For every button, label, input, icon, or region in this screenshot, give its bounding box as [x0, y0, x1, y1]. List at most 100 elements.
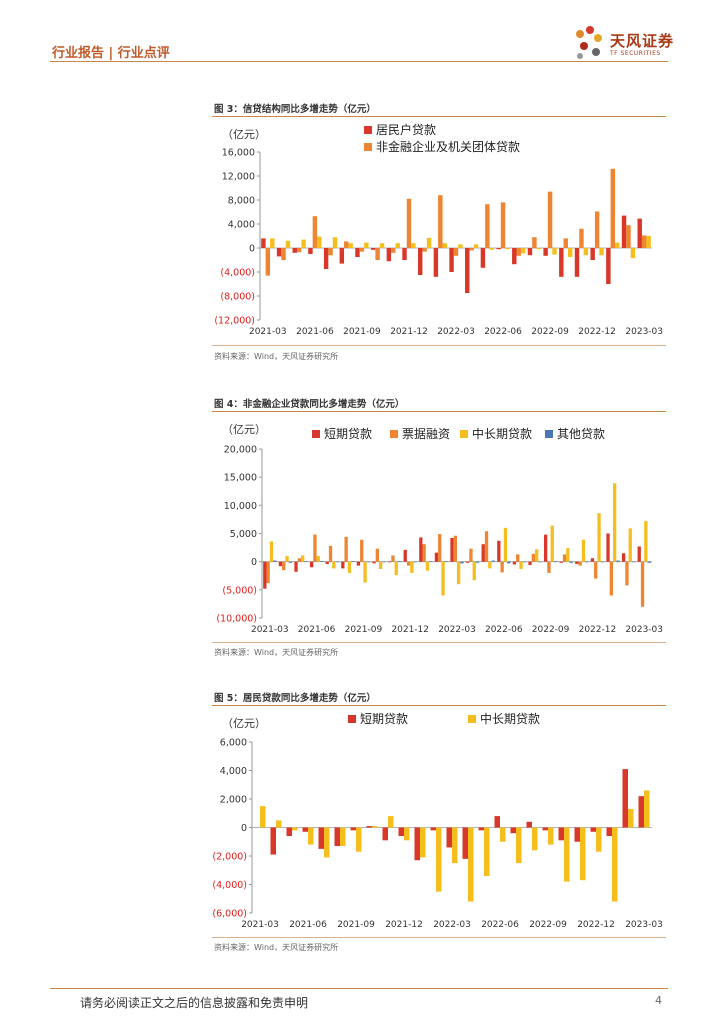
fig4-bar-0-2021-06	[309, 561, 314, 568]
fig4-bar-0-2022-06	[497, 540, 501, 562]
fig5-title: 图 5：居民贷款同比多增走势（亿元）	[214, 693, 376, 704]
fig3-bar-1-2021-07	[328, 248, 333, 256]
fig5-legend-swatch	[468, 715, 476, 723]
fig4-bar-1-2023-02	[625, 561, 629, 586]
fig4-bar-2-2022-01	[425, 561, 430, 571]
fig4-bar-3-2022-02	[444, 561, 449, 562]
fig3-bar-2-2022-08	[536, 248, 542, 250]
fig4-bar-3-2022-04	[475, 561, 480, 563]
fig3-x-tick-label: 2023-03	[625, 327, 663, 337]
fig3-bar-2-2021-04	[285, 240, 291, 248]
fig3-y-tick-label: 0	[249, 244, 255, 255]
fig5-bar-0-2022-12	[590, 827, 596, 832]
fig5-bar-0-2022-05	[478, 827, 484, 831]
fig4-bar-0-2022-03	[450, 538, 454, 562]
fig3-bar-2-2021-08	[348, 243, 353, 248]
fig4-bar-0-2021-03	[263, 561, 267, 589]
fig4-bar-1-2021-04	[282, 561, 286, 571]
fig4-legend-swatch	[545, 430, 553, 438]
fig3-bar-0-2021-07	[323, 248, 329, 269]
fig4-bar-2-2022-03	[457, 561, 461, 585]
fig3-bar-2-2023-02	[630, 248, 636, 259]
fig4-bar-2-2021-08	[347, 561, 352, 573]
fig5-x-tick-label: 2023-03	[625, 920, 663, 930]
fig4-bar-2-2022-07	[519, 561, 523, 569]
fig4-y-tick-label: 10,000	[224, 501, 257, 512]
fig5-bar-0-2021-04	[270, 827, 276, 855]
fig4-bar-2-2021-12	[410, 561, 414, 573]
fig3-bar-1-2021-05	[296, 248, 302, 253]
fig4-bar-1-2021-09	[360, 539, 364, 562]
fig5-bar-1-2021-10	[372, 826, 378, 828]
fig5-bar-0-2022-01	[414, 827, 420, 861]
fig3-bar-0-2022-07	[512, 248, 517, 265]
fig4-bar-1-2022-05	[484, 531, 489, 562]
fig3-bar-1-2022-01	[422, 248, 427, 252]
fig4-bar-3-2022-11	[585, 561, 589, 563]
fig4-bar-1-2023-03	[640, 561, 645, 607]
fig4-source-rule	[212, 642, 666, 643]
footer-divider	[50, 988, 668, 989]
fig3-title: 图 3：信贷结构同比多增走势（亿元）	[214, 104, 376, 115]
fig4-legend-label: 中长期贷款	[472, 426, 532, 441]
fig5-bar-1-2022-11	[580, 827, 586, 881]
fig4-x-tick-label: 2022-09	[532, 625, 570, 635]
fig4-bar-0-2021-05	[294, 561, 298, 572]
fig5-bar-1-2021-05	[292, 827, 298, 831]
fig5-bar-0-2022-08	[526, 821, 532, 828]
fig5-bar-0-2021-05	[286, 827, 292, 837]
fig3-bar-1-2022-10	[563, 238, 568, 248]
fig3-y-tick-label: 16,000	[222, 148, 255, 159]
fig5-bar-1-2022-09	[548, 827, 554, 845]
fig3-unit-label: （亿元）	[222, 128, 266, 141]
fig5-bar-1-2022-03	[452, 827, 458, 864]
fig4-y-tick-label: (10,000)	[216, 614, 257, 625]
fig5-y-tick-label: 0	[241, 823, 247, 834]
fig5-source-rule	[212, 937, 666, 938]
fig4-legend-swatch	[460, 430, 468, 438]
fig4-y-tick-label: 15,000	[224, 473, 257, 484]
fig3-bar-1-2021-06	[312, 216, 318, 248]
fig4-bar-3-2022-09	[553, 561, 558, 562]
fig5-bar-1-2021-09	[356, 827, 362, 852]
fig4-title-rule	[212, 411, 666, 412]
fig3-bar-0-2021-05	[292, 248, 297, 253]
fig3-bar-1-2022-07	[516, 248, 521, 256]
fig5-bar-0-2023-01	[606, 827, 612, 837]
fig5-bar-1-2022-07	[516, 827, 522, 864]
fig3-bar-0-2022-01	[417, 248, 423, 275]
fig4-bar-3-2022-03	[460, 561, 464, 564]
fig5-bar-1-2023-03	[644, 790, 650, 828]
fig3-bar-1-2021-04	[281, 248, 286, 260]
fig3-bar-2-2021-12	[411, 243, 416, 248]
fig5-bar-1-2023-01	[612, 827, 618, 902]
fig4-bar-0-2022-07	[512, 561, 517, 565]
fig5-bar-0-2023-02	[622, 769, 628, 828]
fig4-bar-2-2021-09	[363, 561, 367, 583]
fig3-x-tick-label: 2022-06	[484, 327, 522, 337]
fig4-bar-3-2022-01	[429, 561, 433, 562]
fig4-bar-3-2021-11	[397, 561, 402, 562]
fig4-bar-3-2023-03	[647, 561, 651, 563]
fig4-bar-0-2021-11	[387, 561, 392, 563]
fig3-x-tick-label: 2021-09	[343, 327, 381, 337]
fig4-legend-swatch	[312, 430, 320, 438]
fig5-bar-1-2022-01	[420, 827, 426, 858]
fig3-bar-0-2021-08	[339, 248, 345, 264]
fig4-bar-3-2021-12	[413, 561, 417, 563]
fig3-bar-2-2022-06	[505, 248, 510, 250]
fig4-bar-1-2021-07	[328, 545, 333, 562]
fig3-y-tick-label: (8,000)	[220, 292, 255, 303]
fig4-bar-0-2021-12	[403, 549, 407, 562]
fig4-source: 资料来源：Wind，天风证券研究所	[214, 648, 339, 657]
fig4-bar-0-2022-10	[559, 561, 563, 563]
fig3-source: 资料来源：Wind，天风证券研究所	[214, 352, 339, 361]
fig3-x-tick-label: 2021-06	[296, 327, 334, 337]
fig5-bar-1-2021-06	[308, 827, 314, 845]
fig4-bar-1-2021-06	[313, 534, 317, 562]
fig3-bar-1-2022-06	[500, 202, 506, 248]
fig3-bar-0-2022-04	[465, 248, 470, 293]
fig3-x-tick-label: 2021-03	[249, 327, 287, 337]
fig5-legend-swatch	[348, 715, 356, 723]
fig3-bar-0-2021-09	[355, 248, 360, 257]
